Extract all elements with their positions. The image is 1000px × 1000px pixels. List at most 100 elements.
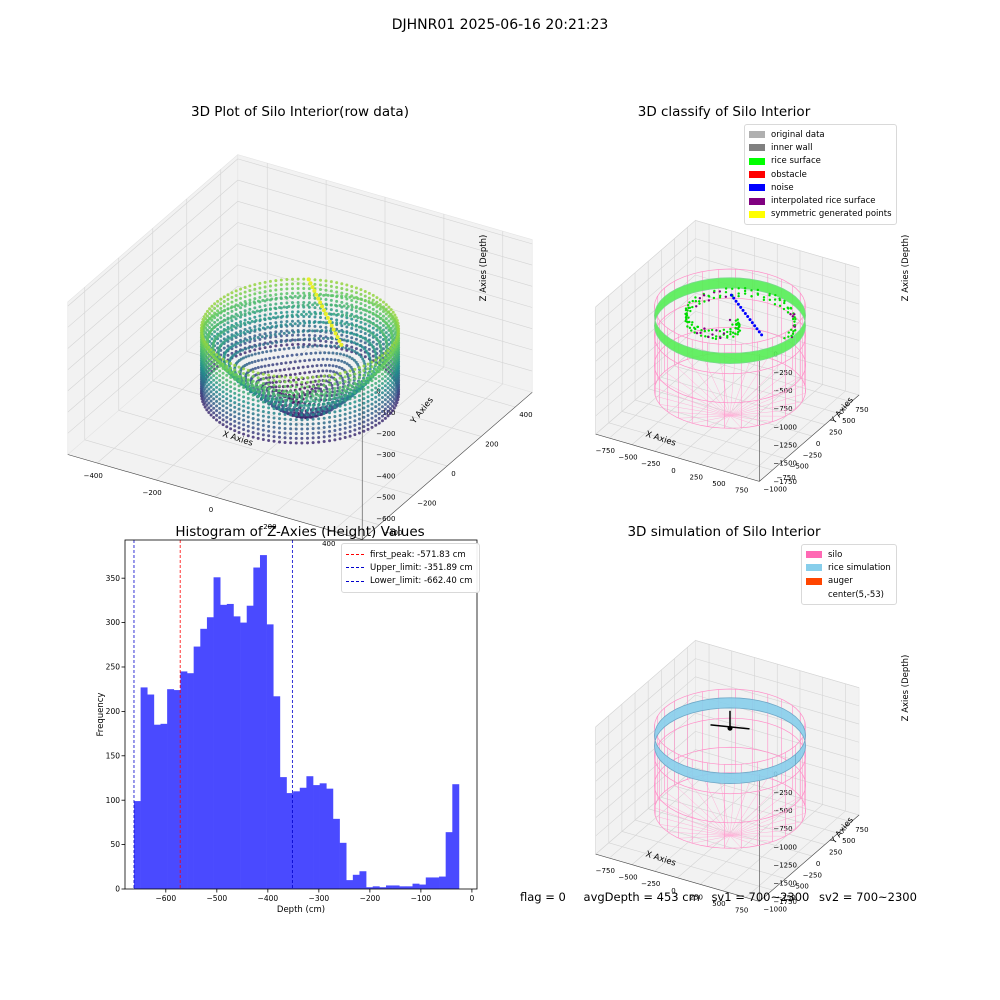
data-point <box>378 298 382 302</box>
data-point <box>391 343 395 347</box>
y-tick-label: 0 <box>451 470 455 478</box>
data-point <box>275 399 279 403</box>
data-point <box>329 284 333 288</box>
data-point <box>298 387 302 391</box>
z-tick-label: −1250 <box>773 442 797 450</box>
data-point <box>256 359 260 363</box>
data-point <box>335 341 339 345</box>
data-point <box>698 302 701 305</box>
data-point <box>317 421 321 425</box>
data-point <box>778 297 781 300</box>
data-point <box>219 316 223 320</box>
data-point <box>251 421 255 425</box>
z-axis-label: Z Axies (Depth) <box>901 655 911 722</box>
data-point <box>328 369 332 373</box>
y-tick-label: 750 <box>855 406 868 414</box>
data-point <box>289 389 293 393</box>
histogram-bar <box>299 787 307 889</box>
data-point <box>380 363 384 367</box>
data-point <box>362 406 366 410</box>
data-point <box>313 282 317 286</box>
data-point <box>333 438 337 442</box>
data-point <box>256 399 260 403</box>
x-tick-label: −250 <box>641 880 660 888</box>
data-point <box>289 436 293 440</box>
data-point <box>237 426 241 430</box>
data-point <box>392 401 396 405</box>
data-point <box>329 303 333 307</box>
data-point <box>233 334 237 338</box>
data-point <box>253 283 257 287</box>
data-point <box>313 329 317 333</box>
silo-cone-line <box>702 775 731 837</box>
data-point <box>242 400 246 404</box>
data-point <box>276 315 280 319</box>
data-point <box>329 289 333 293</box>
grid-line <box>634 399 799 448</box>
data-point <box>336 396 340 400</box>
data-point <box>377 356 381 360</box>
data-point <box>391 310 395 314</box>
data-point <box>383 379 387 383</box>
data-point <box>221 399 225 403</box>
data-point <box>237 398 241 402</box>
data-point <box>266 370 270 374</box>
data-point <box>319 363 323 367</box>
grid-line <box>595 658 696 746</box>
z-tick-label: −1500 <box>773 460 797 468</box>
data-point <box>251 398 255 402</box>
data-point <box>279 278 283 282</box>
data-point <box>348 374 352 378</box>
data-point <box>383 370 387 374</box>
grid-line <box>608 842 773 891</box>
data-point <box>209 413 213 417</box>
data-point <box>278 332 282 336</box>
data-point <box>383 398 387 402</box>
data-point <box>392 373 396 377</box>
data-point <box>350 392 354 396</box>
data-point <box>225 420 229 424</box>
data-point <box>306 394 310 398</box>
data-point <box>392 397 396 401</box>
data-point <box>724 290 728 294</box>
data-point <box>321 320 325 324</box>
data-point <box>386 400 390 404</box>
data-point <box>295 353 299 357</box>
data-point <box>222 346 226 350</box>
data-point <box>274 279 278 283</box>
data-point <box>318 312 322 316</box>
data-point <box>263 317 267 321</box>
data-point <box>286 391 290 395</box>
data-point <box>242 381 246 385</box>
histogram-bar <box>173 690 181 889</box>
data-point <box>345 313 349 317</box>
data-point <box>274 321 278 325</box>
data-point <box>275 324 279 328</box>
data-point <box>773 303 777 306</box>
data-point <box>694 296 697 299</box>
data-point <box>348 434 352 438</box>
data-point <box>260 358 264 362</box>
data-point <box>300 352 304 356</box>
data-point <box>737 328 740 331</box>
legend-label: inner wall <box>771 142 813 153</box>
data-point <box>385 344 389 348</box>
data-point <box>337 345 341 349</box>
data-point <box>304 312 308 316</box>
data-point <box>289 413 293 417</box>
legend-swatch <box>749 171 765 179</box>
data-point <box>279 320 283 324</box>
data-point <box>248 349 252 353</box>
histogram-bar <box>246 605 254 889</box>
data-point <box>317 379 321 383</box>
data-point <box>328 312 332 316</box>
data-point <box>345 330 349 334</box>
noise-point <box>753 324 757 328</box>
data-point <box>213 306 217 310</box>
data-point <box>340 291 344 295</box>
data-point <box>386 358 390 362</box>
data-point <box>363 341 367 345</box>
data-point <box>290 301 294 305</box>
data-point <box>383 384 387 388</box>
data-point <box>718 290 722 293</box>
